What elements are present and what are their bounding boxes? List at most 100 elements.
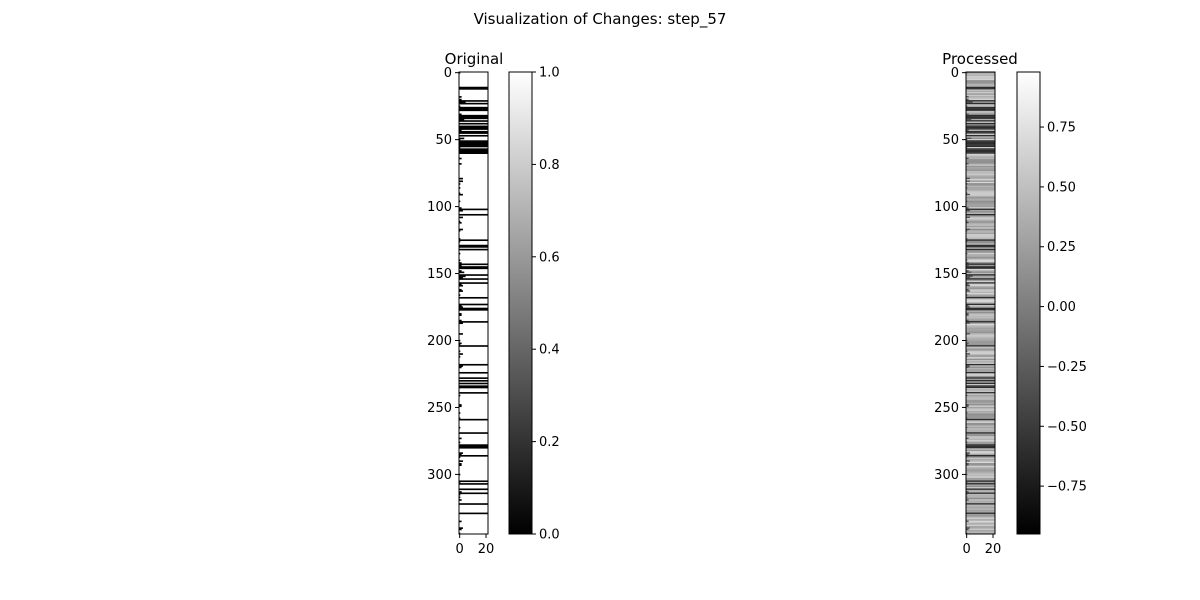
heatmap-cell — [966, 98, 995, 101]
heatmap-cell — [966, 246, 995, 248]
heatmap-cell — [966, 268, 995, 271]
heatmap-cell — [459, 296, 488, 299]
heatmap-cell — [966, 315, 995, 318]
heatmap-cell — [966, 454, 995, 457]
heatmap-cell — [459, 216, 463, 219]
heatmap-cell — [966, 491, 969, 493]
heatmap-cell — [966, 366, 969, 369]
heatmap-cell — [966, 326, 995, 329]
heatmap-cell — [966, 247, 995, 250]
heatmap-cell — [966, 402, 995, 405]
heatmap-cell — [966, 413, 995, 416]
heatmap-cell — [459, 405, 462, 408]
heatmap-cell — [966, 519, 995, 521]
heatmap-cell — [459, 270, 462, 272]
heatmap-cell — [966, 151, 995, 153]
heatmap-cell — [966, 433, 995, 436]
heatmap-cell — [966, 318, 995, 321]
heatmap-cell — [966, 350, 968, 353]
heatmap-cell — [966, 496, 995, 499]
heatmap-cell — [966, 401, 995, 404]
heatmap-cell — [459, 377, 488, 379]
heatmap-cell — [966, 207, 995, 209]
heatmap-cell — [966, 93, 995, 96]
heatmap-cell — [966, 271, 995, 274]
colorbar-tick-label: 0.2 — [539, 435, 560, 450]
y-tick-label: 300 — [427, 468, 452, 483]
heatmap-cell — [459, 363, 488, 366]
heatmap-cell — [966, 495, 995, 497]
heatmap-cell — [966, 457, 995, 460]
heatmap-cell — [966, 196, 995, 199]
heatmap-cell — [966, 434, 995, 437]
heatmap-cell — [459, 491, 462, 493]
heatmap-cell — [966, 525, 995, 528]
y-tick-label: 300 — [934, 468, 959, 483]
heatmap-cell — [966, 176, 995, 179]
heatmap-cell — [966, 342, 969, 345]
heatmap-cell — [966, 283, 995, 286]
heatmap-cell — [459, 282, 488, 284]
heatmap-cell — [966, 445, 995, 448]
heatmap-cell — [966, 489, 995, 492]
heatmap-cell — [966, 138, 968, 141]
heatmap-cell — [459, 271, 465, 274]
heatmap-cell — [459, 259, 461, 262]
y-tick-label: 250 — [934, 401, 959, 416]
heatmap-cell — [966, 488, 995, 491]
heatmap-cell — [966, 290, 995, 292]
y-tick-label: 100 — [427, 200, 452, 215]
heatmap-cell — [459, 417, 461, 420]
heatmap-cell — [966, 393, 995, 396]
heatmap-cell — [966, 264, 969, 267]
heatmap-cell — [459, 503, 488, 505]
heatmap-cell — [966, 113, 995, 116]
heatmap-cell — [966, 200, 968, 203]
heatmap-cell — [966, 184, 995, 187]
heatmap-cell — [459, 499, 462, 501]
heatmap-cell — [966, 284, 995, 287]
heatmap-cell — [966, 385, 995, 387]
panel-title-original: Original — [445, 50, 504, 68]
colorbar-tick-label: 0.50 — [1047, 180, 1076, 195]
heatmap-cell — [966, 84, 995, 86]
heatmap-cell — [459, 163, 462, 165]
heatmap-cell — [966, 77, 995, 79]
heatmap-cell — [966, 390, 995, 393]
heatmap-cell — [966, 345, 995, 347]
heatmap-cell — [459, 263, 488, 266]
heatmap-cell — [966, 313, 995, 315]
heatmap-cell — [459, 108, 488, 110]
heatmap-cell — [966, 496, 968, 499]
heatmap-cell — [966, 118, 972, 121]
heatmap-cell — [966, 410, 995, 413]
heatmap-cell — [966, 276, 970, 279]
heatmap-cell — [966, 503, 995, 505]
heatmap-cell — [459, 473, 461, 476]
heatmap-cell — [966, 227, 995, 229]
heatmap-cell — [966, 155, 995, 157]
heatmap-cell — [966, 523, 995, 525]
heatmap-cell — [966, 314, 969, 317]
heatmap-cell — [966, 248, 995, 251]
heatmap-cell — [966, 507, 995, 509]
heatmap-cell — [966, 303, 995, 306]
heatmap-cell — [459, 314, 462, 317]
heatmap-cell — [966, 193, 995, 196]
heatmap-cell — [966, 409, 995, 412]
heatmap-cell — [966, 441, 995, 444]
heatmap-cell — [966, 157, 995, 160]
heatmap-cell — [459, 288, 462, 291]
heatmap-cell — [459, 480, 488, 483]
heatmap-cell — [966, 475, 995, 477]
heatmap-cell — [966, 294, 968, 296]
heatmap-cell — [966, 172, 995, 175]
heatmap-cell — [459, 366, 462, 369]
heatmap-cell — [966, 429, 995, 432]
heatmap-cell — [966, 397, 995, 400]
heatmap-cell — [459, 278, 488, 280]
heatmap-cell — [966, 258, 995, 260]
heatmap-cell — [966, 442, 995, 445]
heatmap-cell — [966, 85, 995, 88]
heatmap-cell — [966, 179, 995, 181]
